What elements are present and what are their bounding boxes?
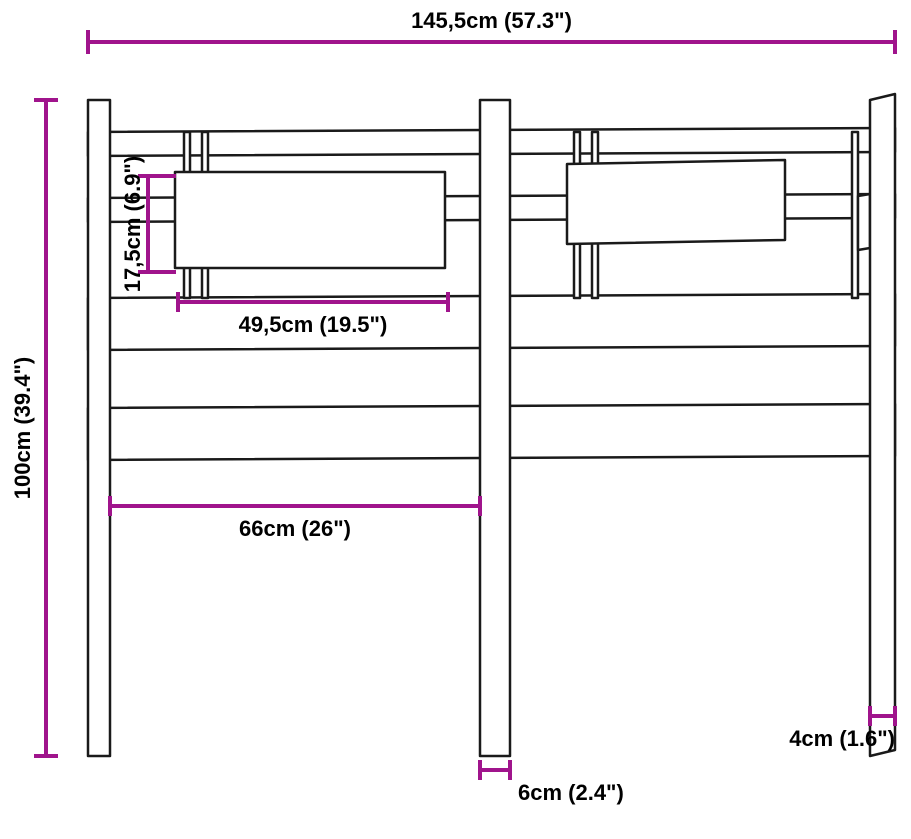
svg-text:49,5cm (19.5"): 49,5cm (19.5")	[239, 312, 388, 337]
svg-text:66cm (26"): 66cm (26")	[239, 516, 351, 541]
svg-text:145,5cm (57.3"): 145,5cm (57.3")	[411, 8, 572, 33]
svg-text:17,5cm (6.9"): 17,5cm (6.9")	[120, 156, 145, 292]
svg-text:4cm (1.6"): 4cm (1.6")	[789, 726, 895, 751]
svg-text:100cm (39.4"): 100cm (39.4")	[10, 357, 35, 500]
diagram-svg: 145,5cm (57.3") 100cm (39.4") 17,5cm (6.9"…	[0, 0, 911, 839]
svg-text:6cm (2.4"): 6cm (2.4")	[518, 780, 624, 805]
diagram-canvas: 145,5cm (57.3") 100cm (39.4") 17,5cm (6.9"…	[0, 0, 911, 839]
